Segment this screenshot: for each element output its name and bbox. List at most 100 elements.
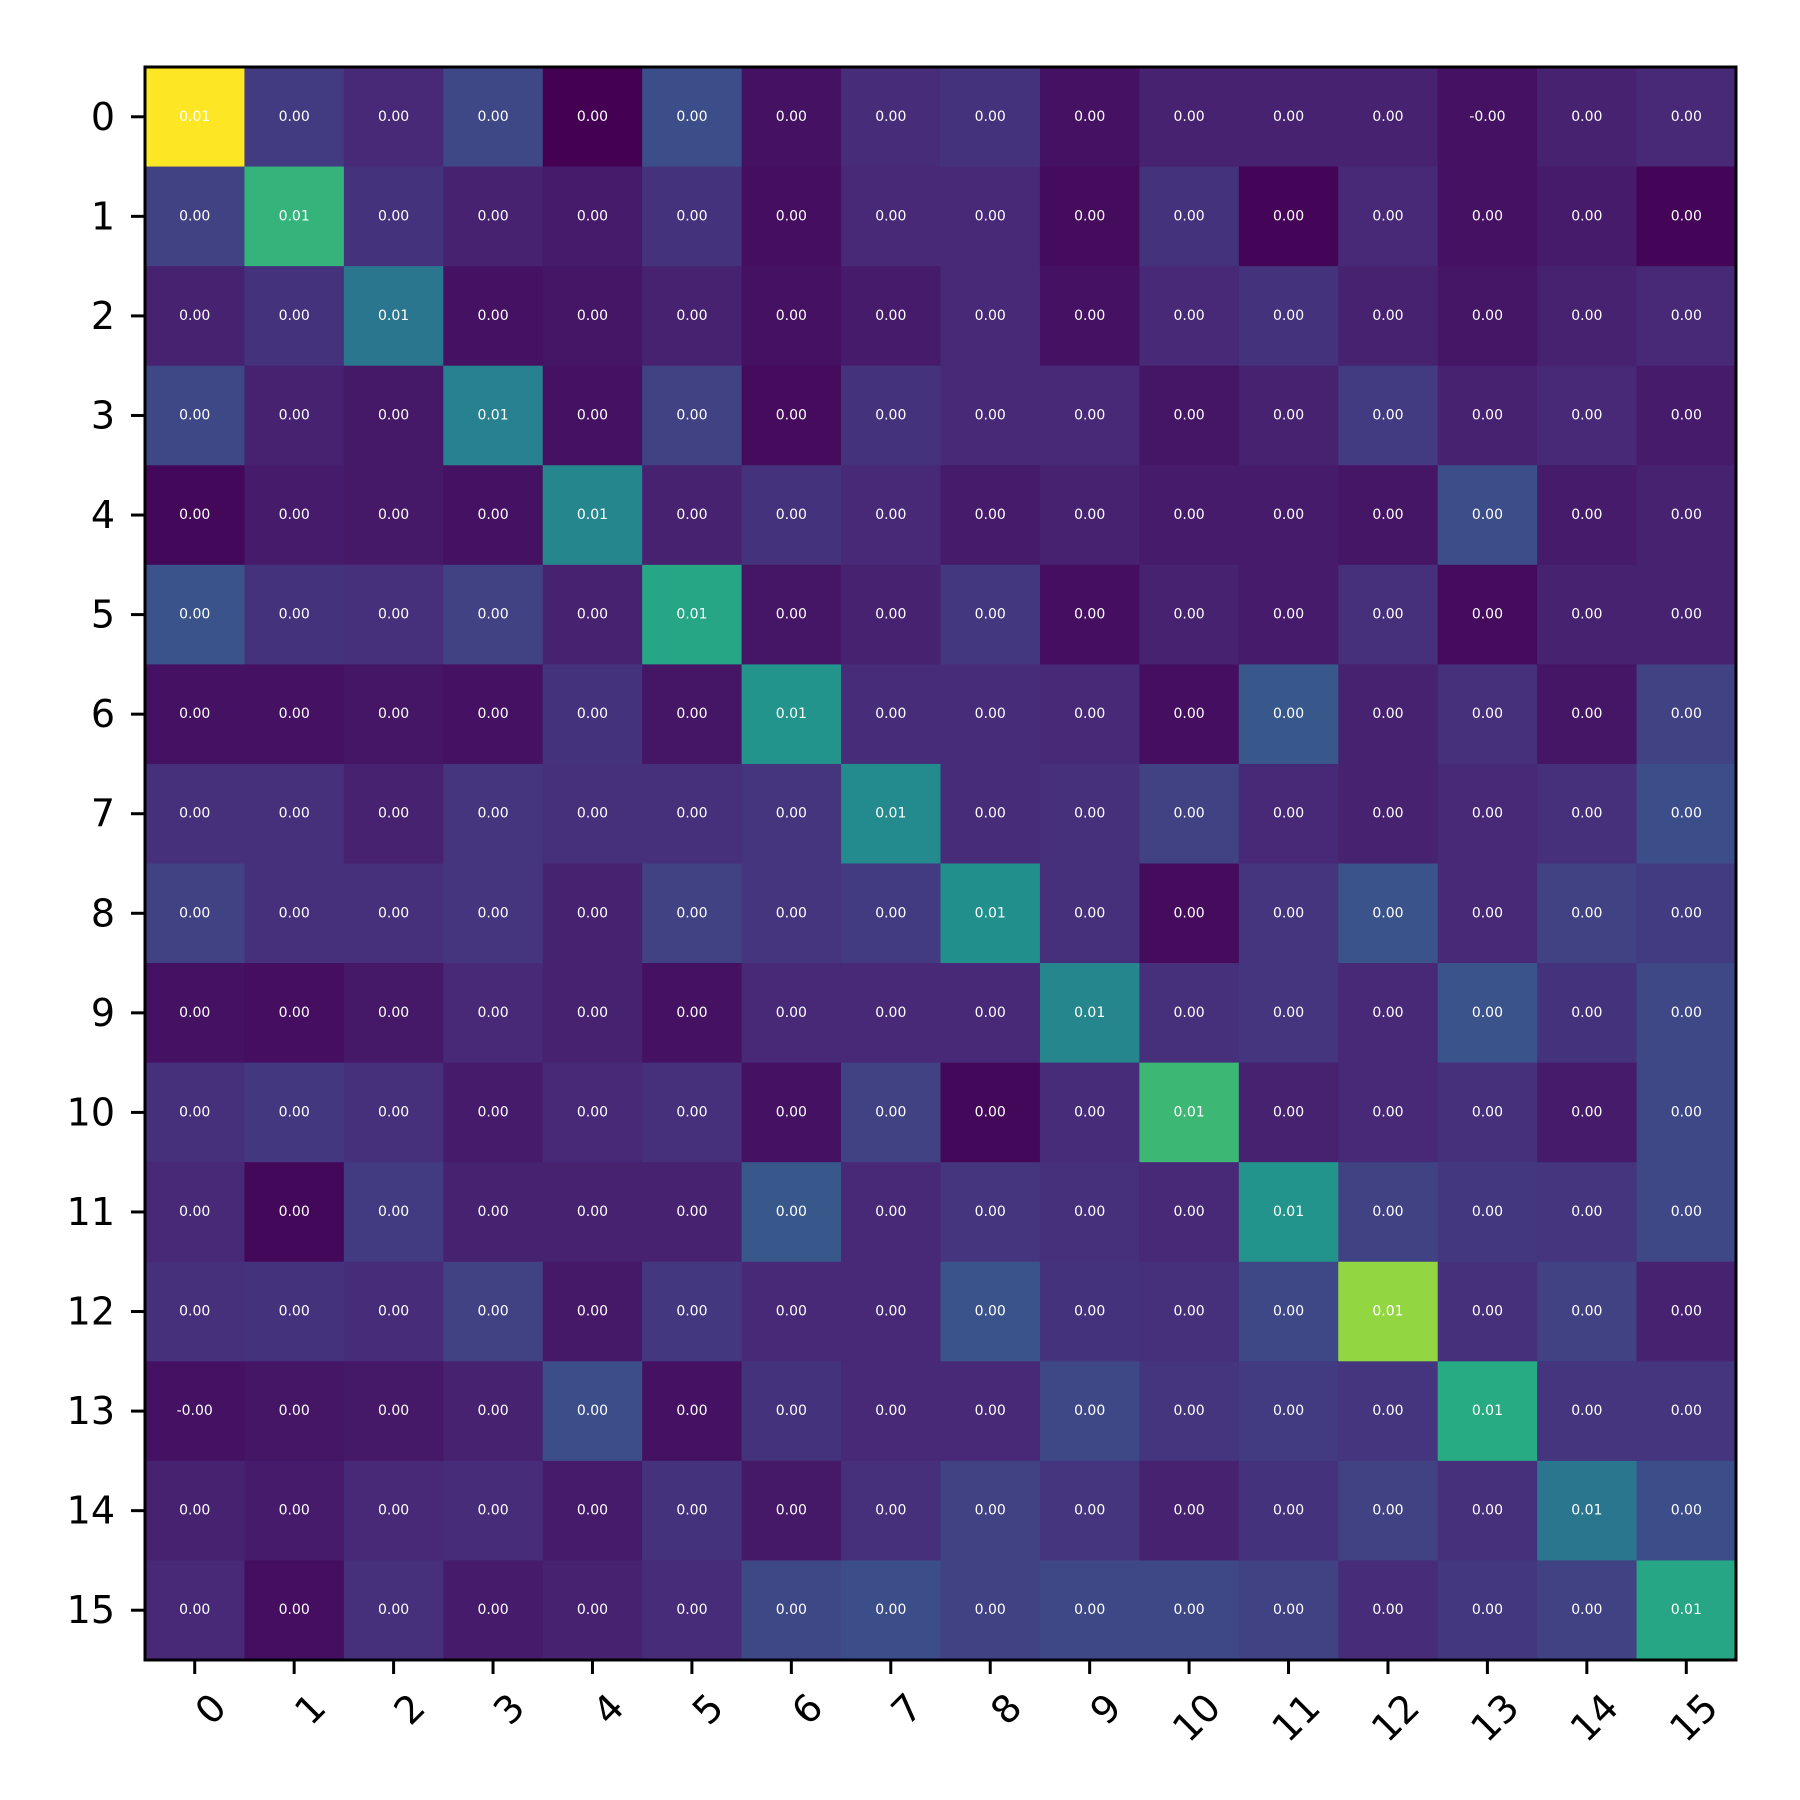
heatmap-cell	[244, 564, 345, 665]
heatmap-cell	[244, 1162, 345, 1263]
cell-value-label: 0.00	[875, 607, 906, 623]
heatmap-cell	[1338, 1261, 1439, 1362]
heatmap-cell	[145, 1162, 246, 1263]
cell-value-label: 0.00	[477, 208, 508, 224]
x-tick-label: 4	[584, 1685, 632, 1733]
cell-value-label: 0.00	[1174, 109, 1205, 125]
heatmap-cell	[741, 564, 842, 665]
cell-value-label: 0.00	[279, 1602, 310, 1618]
heatmap-cell	[841, 1261, 942, 1362]
heatmap-cell	[1238, 1361, 1339, 1462]
x-tick-label: 5	[684, 1685, 732, 1733]
heatmap-cell	[1537, 763, 1638, 865]
cell-value-label: 0.00	[577, 1104, 608, 1120]
x-tick-label: 1	[286, 1685, 334, 1733]
cell-value-label: 0.00	[378, 507, 409, 523]
cell-value-label: 0.00	[1273, 407, 1304, 423]
cell-value-label: 0.00	[477, 308, 508, 324]
cell-value-label: 0.00	[279, 706, 310, 722]
heatmap-cell	[343, 1261, 444, 1362]
heatmap-cell	[1537, 166, 1638, 267]
cell-value-label: 0.00	[1074, 1503, 1105, 1519]
heatmap-cell	[1139, 1162, 1240, 1263]
cell-value-label: 0.00	[577, 308, 608, 324]
heatmap-cell	[443, 1460, 544, 1562]
cell-value-label: 0.00	[1571, 1204, 1602, 1220]
heatmap-cell	[542, 1062, 643, 1163]
cell-value-label: 0.00	[1273, 905, 1304, 921]
cell-value-label: 0.00	[378, 1403, 409, 1419]
cell-value-label: 0.00	[776, 1304, 807, 1320]
heatmap-cell	[1139, 166, 1240, 267]
cell-value-label: 0.00	[975, 208, 1006, 224]
heatmap-cell	[841, 465, 942, 566]
heatmap-cell	[841, 664, 942, 765]
heatmap-cell	[1437, 863, 1538, 964]
heatmap-cell	[145, 266, 246, 367]
heatmap-cell	[443, 963, 544, 1064]
cell-value-label: 0.00	[577, 208, 608, 224]
cell-value-label: 0.00	[1074, 109, 1105, 125]
heatmap-cell	[642, 963, 743, 1064]
cell-value-label: 0.01	[378, 308, 409, 324]
cell-value-label: 0.00	[975, 806, 1006, 822]
cell-value-label: 0.00	[279, 607, 310, 623]
cell-value-label: 0.00	[1571, 1602, 1602, 1618]
heatmap-cell	[145, 67, 246, 168]
cell-value-label: 0.00	[179, 607, 210, 623]
heatmap-cell	[244, 166, 345, 267]
heatmap-cell	[1636, 1460, 1737, 1562]
cell-value-label: 0.01	[676, 607, 707, 623]
cell-value-label: 0.00	[1074, 507, 1105, 523]
heatmap-cell	[1039, 465, 1140, 566]
heatmap-cell	[1437, 564, 1538, 665]
cell-value-label: 0.00	[1571, 607, 1602, 623]
y-tick-label: 1	[91, 194, 115, 238]
heatmap-cell	[1537, 365, 1638, 466]
heatmap-cell	[443, 1361, 544, 1462]
heatmap-cell	[1437, 1261, 1538, 1362]
cell-value-label: 0.00	[1273, 1403, 1304, 1419]
heatmap-cell	[940, 1062, 1041, 1163]
cell-value-label: 0.00	[676, 905, 707, 921]
heatmap-cell	[1537, 465, 1638, 566]
heatmap-cell	[741, 166, 842, 267]
cell-value-label: 0.00	[1472, 208, 1503, 224]
cell-value-label: 0.00	[776, 1403, 807, 1419]
cell-value-label: 0.00	[1372, 208, 1403, 224]
cell-value-label: 0.00	[1571, 1403, 1602, 1419]
cell-value-label: 0.00	[1571, 308, 1602, 324]
cell-value-label: 0.00	[1472, 1503, 1503, 1519]
heatmap-cell	[443, 67, 544, 168]
y-tick-label: 11	[67, 1190, 115, 1234]
cell-value-label: 0.00	[179, 1104, 210, 1120]
heatmap-cell	[1338, 564, 1439, 665]
heatmap-cell	[1437, 465, 1538, 566]
cell-value-label: 0.00	[776, 607, 807, 623]
cell-value-label: 0.00	[1472, 507, 1503, 523]
cell-value-label: 0.00	[875, 1304, 906, 1320]
heatmap-cell	[1338, 763, 1439, 865]
heatmap-cell	[343, 1560, 444, 1661]
cell-value-label: 0.00	[676, 1403, 707, 1419]
cell-value-label: 0.00	[776, 308, 807, 324]
y-tick-label: 6	[91, 692, 115, 736]
cell-value-label: 0.00	[1273, 109, 1304, 125]
heatmap-cell	[841, 1361, 942, 1462]
y-tick-label: 2	[91, 294, 115, 338]
cell-value-label: -0.00	[177, 1403, 213, 1419]
cell-value-label: 0.00	[875, 706, 906, 722]
cell-value-label: 0.00	[676, 1204, 707, 1220]
cell-value-label: 0.00	[975, 607, 1006, 623]
cell-value-label: 0.00	[975, 1304, 1006, 1320]
heatmap-cell	[741, 1062, 842, 1163]
heatmap-cell	[940, 1560, 1041, 1661]
cell-value-label: 0.00	[477, 1602, 508, 1618]
heatmap-cell	[841, 166, 942, 267]
heatmap-cell	[1139, 963, 1240, 1064]
cell-value-label: 0.00	[875, 1503, 906, 1519]
cell-value-label: 0.00	[1174, 806, 1205, 822]
cell-value-label: 0.00	[1174, 607, 1205, 623]
cell-value-label: 0.00	[577, 607, 608, 623]
heatmap-cell	[642, 863, 743, 964]
